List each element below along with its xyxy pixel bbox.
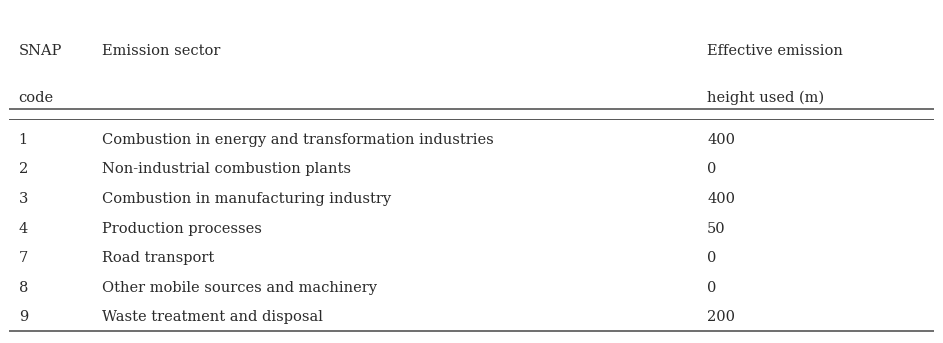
Text: Waste treatment and disposal: Waste treatment and disposal — [102, 310, 323, 324]
Text: Other mobile sources and machinery: Other mobile sources and machinery — [102, 281, 377, 295]
Text: 50: 50 — [707, 222, 726, 236]
Text: Effective emission: Effective emission — [707, 44, 843, 58]
Text: Non-industrial combustion plants: Non-industrial combustion plants — [102, 163, 351, 176]
Text: 8: 8 — [19, 281, 28, 295]
Text: 9: 9 — [19, 310, 28, 324]
Text: 4: 4 — [19, 222, 28, 236]
Text: Combustion in energy and transformation industries: Combustion in energy and transformation … — [102, 133, 493, 147]
Text: 1: 1 — [19, 133, 27, 147]
Text: 400: 400 — [707, 133, 736, 147]
Text: Combustion in manufacturing industry: Combustion in manufacturing industry — [102, 192, 391, 206]
Text: code: code — [19, 91, 54, 105]
Text: 0: 0 — [707, 163, 717, 176]
Text: 200: 200 — [707, 310, 736, 324]
Text: 0: 0 — [707, 251, 717, 265]
Text: 0: 0 — [707, 281, 717, 295]
Text: 400: 400 — [707, 192, 736, 206]
Text: Production processes: Production processes — [102, 222, 262, 236]
Text: Road transport: Road transport — [102, 251, 214, 265]
Text: 7: 7 — [19, 251, 28, 265]
Text: height used (m): height used (m) — [707, 91, 824, 105]
Text: SNAP: SNAP — [19, 44, 62, 58]
Text: Emission sector: Emission sector — [102, 44, 221, 58]
Text: 2: 2 — [19, 163, 28, 176]
Text: 3: 3 — [19, 192, 28, 206]
